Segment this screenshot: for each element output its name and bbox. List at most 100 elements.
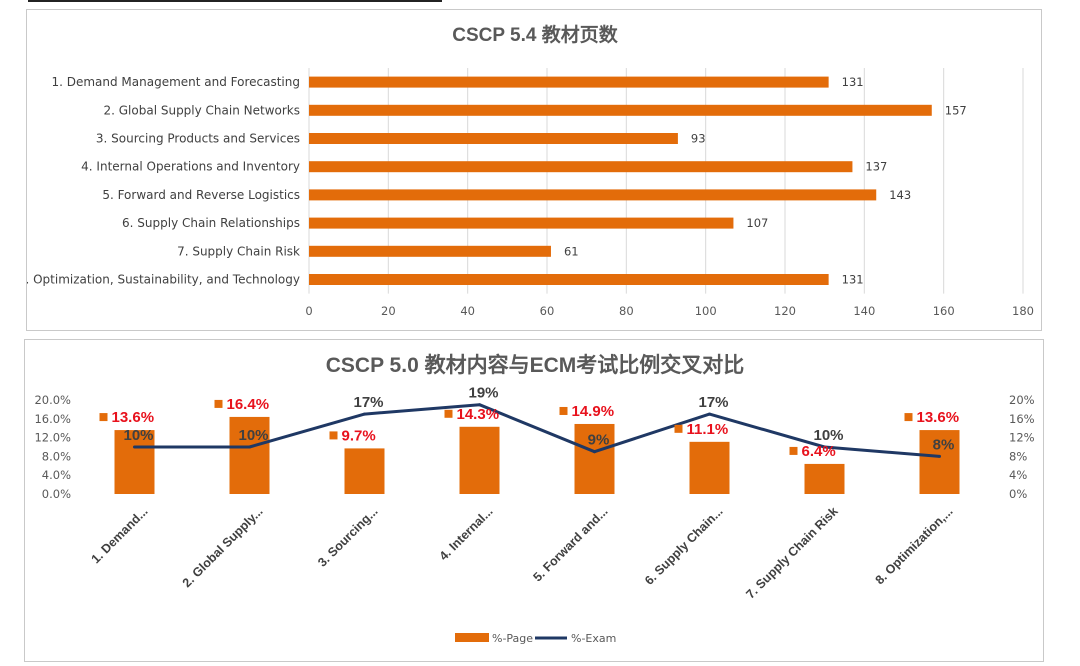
line-exam-percent xyxy=(134,403,940,458)
x-tick-label: 140 xyxy=(853,304,875,318)
bar-page-percent xyxy=(689,441,730,494)
line-data-label: 17% xyxy=(698,394,728,411)
x-tick-label: 40 xyxy=(460,304,475,318)
legend-label-exam: %-Exam xyxy=(571,632,616,645)
line-point-exam xyxy=(363,412,366,416)
bar-page-percent xyxy=(114,430,155,494)
bar-data-label: 9.7% xyxy=(342,427,376,444)
bar-label-marker xyxy=(329,431,338,440)
bar-page-count xyxy=(309,104,932,116)
bar-chart-page-count: CSCP 5.4 教材页数 0 20 40 60 80 100 120 140 160 180 1.… xyxy=(27,23,1034,318)
bar-data-label: 137 xyxy=(865,160,887,174)
category-label: 8. Optimization, Sustainability, and Tec… xyxy=(27,273,300,287)
bar-label-marker xyxy=(444,409,453,418)
category-label: 2. Global Supply Chain Networks xyxy=(103,103,300,117)
top-divider-line xyxy=(28,0,442,2)
line-point-exam xyxy=(708,412,711,416)
x-tick-label: 0 xyxy=(305,304,312,318)
line-data-label: 17% xyxy=(353,394,383,411)
bar-page-percent xyxy=(574,423,615,494)
category-label: 5. Forward and... xyxy=(530,504,610,584)
x-tick-label: 180 xyxy=(1012,304,1034,318)
bar-data-label: 143 xyxy=(889,188,911,202)
chart-title: CSCP 5.4 教材页数 xyxy=(452,23,618,46)
x-tick-label: 120 xyxy=(774,304,796,318)
chart-title: CSCP 5.0 教材内容与ECM考试比例交叉对比 xyxy=(326,353,745,377)
line-data-label: 9% xyxy=(588,432,610,449)
bar-data-label: 93 xyxy=(691,132,706,146)
line-point-exam xyxy=(593,450,596,454)
left-axis-tick-label: 20.0% xyxy=(34,393,71,407)
bar-label-marker xyxy=(214,399,223,408)
right-axis-tick-label: 4% xyxy=(1009,468,1027,482)
bar-page-percent xyxy=(919,430,960,494)
legend-label-page: %-Page xyxy=(492,632,533,645)
bar-page-count xyxy=(309,245,551,257)
bar-page-percent xyxy=(229,416,270,494)
x-tick-label: 60 xyxy=(540,304,555,318)
category-label: 3. Sourcing Products and Services xyxy=(96,132,300,146)
x-tick-label: 80 xyxy=(619,304,634,318)
category-label: 1. Demand... xyxy=(89,504,151,566)
bar-page-count xyxy=(309,161,853,173)
category-label: 7. Supply Chain Risk xyxy=(177,244,300,258)
right-axis-tick-label: 8% xyxy=(1009,449,1027,463)
line-data-label: 10% xyxy=(238,427,268,444)
bar-data-label: 6.4% xyxy=(802,443,836,460)
bar-data-label: 13.6% xyxy=(917,409,960,426)
left-axis-tick-label: 8.0% xyxy=(42,449,71,463)
right-axis-tick-label: 20% xyxy=(1009,393,1035,407)
legend-swatch-page xyxy=(455,633,489,642)
bar-data-label: 157 xyxy=(945,103,967,117)
category-label: 8. Optimization,... xyxy=(873,504,956,587)
category-label: 7. Supply Chain Risk xyxy=(743,504,840,601)
line-point-exam xyxy=(133,445,136,449)
line-point-exam xyxy=(478,403,481,407)
right-axis-tick-label: 12% xyxy=(1009,431,1035,445)
line-data-label: 10% xyxy=(123,427,153,444)
bar-label-marker xyxy=(99,413,108,422)
line-point-exam xyxy=(823,445,826,449)
bar-data-label: 14.9% xyxy=(572,403,615,420)
x-tick-label: 20 xyxy=(381,304,396,318)
category-label: 5. Forward and Reverse Logistics xyxy=(102,188,300,202)
bar-page-count xyxy=(309,189,877,201)
category-label: 4. Internal... xyxy=(437,504,496,563)
line-data-label: 8% xyxy=(933,436,955,453)
bar-page-percent xyxy=(459,426,500,494)
right-axis-tick-label: 16% xyxy=(1009,412,1035,426)
category-label: 2. Global Supply... xyxy=(180,504,266,590)
bar-page-percent xyxy=(804,463,845,494)
category-label: 6. Supply Chain... xyxy=(642,504,726,588)
bar-page-percent xyxy=(344,448,385,494)
line-point-exam xyxy=(248,445,251,449)
left-axis-tick-label: 4.0% xyxy=(42,468,71,482)
bar-page-count xyxy=(309,274,829,285)
line-data-label: 10% xyxy=(813,427,843,444)
category-label: 4. Internal Operations and Inventory xyxy=(81,160,300,174)
bar-data-label: 16.4% xyxy=(227,396,270,413)
category-label: 3. Sourcing... xyxy=(315,504,380,569)
category-label: 6. Supply Chain Relationships xyxy=(122,216,300,230)
bar-label-marker xyxy=(559,406,568,415)
category-label: 1. Demand Management and Forecasting xyxy=(51,75,300,89)
left-axis-tick-label: 16.0% xyxy=(34,412,71,426)
bar-page-count xyxy=(309,217,734,229)
x-tick-label: 160 xyxy=(933,304,955,318)
right-axis-tick-label: 0% xyxy=(1009,487,1027,501)
bar-data-label: 131 xyxy=(842,273,864,287)
x-tick-label: 100 xyxy=(695,304,717,318)
bar-label-marker xyxy=(674,424,683,433)
bar-page-count xyxy=(309,76,829,88)
bar-data-label: 14.3% xyxy=(457,406,500,423)
bar-label-marker xyxy=(789,446,798,455)
bar-data-label: 107 xyxy=(746,216,768,230)
left-axis-tick-label: 12.0% xyxy=(34,431,71,445)
bar-page-count xyxy=(309,133,678,144)
line-data-label: 19% xyxy=(468,385,498,402)
chart-panel-page-count: CSCP 5.4 教材页数 0 20 40 60 80 100 120 140 160 180 1.… xyxy=(26,9,1042,331)
combo-chart-page-vs-exam: CSCP 5.0 教材内容与ECM考试比例交叉对比 0.0% 4.0% 8.0% 12… xyxy=(34,353,1035,645)
bar-data-label: 131 xyxy=(842,75,864,89)
chart-panel-comparison: CSCP 5.0 教材内容与ECM考试比例交叉对比 0.0% 4.0% 8.0% 12… xyxy=(24,339,1044,662)
line-point-exam xyxy=(938,454,941,458)
